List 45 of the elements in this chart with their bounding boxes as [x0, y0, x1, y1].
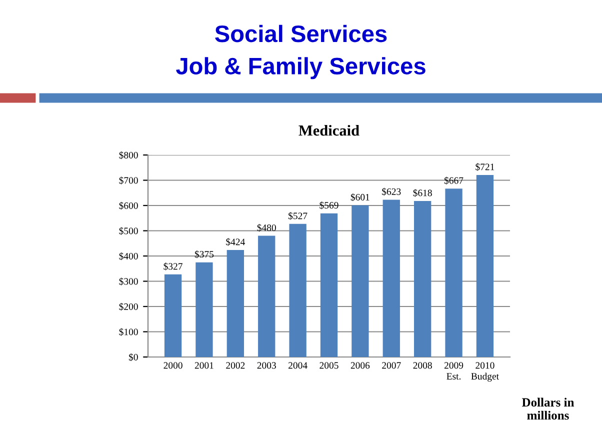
data-label: $327 [164, 262, 182, 270]
x-tick-label: 2003 [257, 362, 276, 369]
y-tick-label: $300 [119, 278, 138, 286]
chart-title: Medicaid [298, 124, 360, 136]
data-label: $623 [382, 188, 401, 196]
y-tick-label: $700 [119, 176, 138, 184]
bar [476, 174, 494, 357]
bar [382, 200, 400, 357]
x-tick-label: 2008 [413, 362, 432, 369]
x-tick-label: 2005 [320, 362, 338, 369]
x-tick-label: 2007 [382, 362, 401, 369]
y-tick-label: $600 [119, 202, 138, 210]
data-label: $424 [226, 238, 245, 246]
x-tick-label: 2002 [226, 362, 245, 369]
bar [196, 262, 213, 357]
text: Dollars in millions [522, 398, 574, 420]
x-tick-label: 2006 [350, 362, 370, 369]
data-label: $480 [257, 224, 276, 232]
x-tick-label: 2010 Budget [471, 362, 499, 382]
data-label: $601 [350, 193, 370, 202]
x-tick-label: 2009 Est. [444, 362, 464, 380]
y-tick-label: $400 [119, 252, 138, 260]
y-tick-label: $0 [128, 353, 138, 362]
x-tick-label: 2004 [288, 362, 308, 369]
data-label: $527 [288, 212, 308, 220]
bar [414, 200, 432, 357]
bar [164, 274, 182, 357]
x-tick-label: 2000 [164, 362, 182, 369]
data-label: $375 [194, 250, 214, 258]
bar [445, 188, 462, 357]
y-tick-label: $800 [119, 151, 138, 160]
y-tick-label: $500 [119, 227, 138, 235]
data-label: $667 [444, 176, 464, 184]
data-label: $618 [413, 189, 432, 197]
x-tick-label: 2001 [194, 362, 214, 369]
y-tick-label: $200 [119, 302, 138, 311]
bar [289, 224, 306, 357]
chart-subtitle: Social Services Job & Family Services [176, 24, 426, 80]
bar [320, 213, 338, 357]
y-tick-label: $100 [119, 328, 138, 336]
data-label: $721 [476, 163, 494, 171]
bar [226, 250, 244, 357]
data-label: $569 [320, 201, 338, 210]
bar [258, 236, 276, 357]
bar [352, 205, 369, 357]
